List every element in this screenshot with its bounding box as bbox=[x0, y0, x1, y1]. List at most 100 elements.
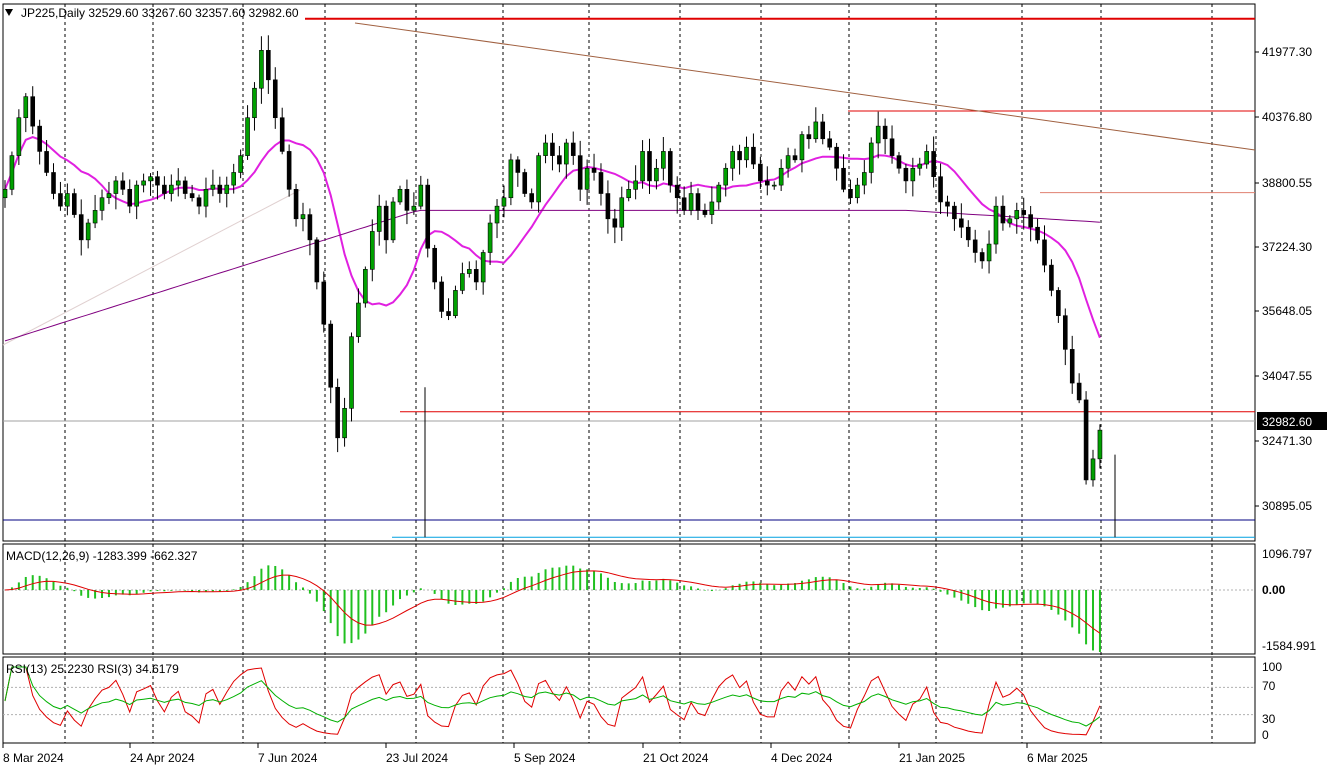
candle-body-74 bbox=[515, 159, 521, 173]
candle-body-36 bbox=[252, 87, 257, 119]
candle-body-85 bbox=[591, 167, 597, 173]
last-price-tag: 32982.60 bbox=[1257, 412, 1327, 430]
candle-body-23 bbox=[162, 184, 167, 194]
y-tick-label-6: 32471.30 bbox=[1262, 434, 1312, 448]
macd-label: MACD(12,26,9) -1283.399 -662.327 bbox=[6, 549, 198, 563]
rsi-label: RSI(13) 25.2230 RSI(3) 34.6179 bbox=[6, 662, 179, 676]
time-axis: 8 Mar 2024 24 Apr 2024 7 Jun 2024 23 Jul 20… bbox=[2, 743, 1088, 765]
y-tick-label-1: 40376.80 bbox=[1262, 110, 1312, 124]
faint-trendline bbox=[2, 189, 301, 346]
candle-body-15 bbox=[106, 193, 112, 199]
candle-body-139 bbox=[965, 226, 971, 241]
trendline bbox=[354, 22, 1256, 151]
candle-body-70 bbox=[487, 222, 493, 253]
price-axis: 41977.30 40376.80 38800.55 37224.30 35648.05… bbox=[1255, 45, 1316, 742]
candle-body-128 bbox=[889, 138, 895, 156]
candle-body-89 bbox=[619, 197, 625, 228]
candle-body-88 bbox=[612, 218, 618, 228]
vertical-grid bbox=[64, 4, 1213, 743]
candle-body-12 bbox=[85, 222, 91, 241]
rsi-tick-label-1: 70 bbox=[1262, 679, 1276, 693]
y-tick-label-4: 35648.05 bbox=[1262, 304, 1312, 318]
candle-body-28 bbox=[196, 197, 202, 207]
candle-body-144 bbox=[1000, 205, 1006, 224]
candle-body-113 bbox=[785, 155, 791, 169]
candle-body-117 bbox=[813, 121, 819, 140]
candle-body-119 bbox=[827, 138, 832, 148]
rsi-tick-label-2: 30 bbox=[1262, 712, 1276, 726]
candle-body-140 bbox=[972, 239, 978, 253]
candle-body-118 bbox=[820, 121, 826, 140]
candle-body-82 bbox=[570, 142, 576, 156]
candle-body-73 bbox=[508, 159, 514, 199]
collapse-triangle-icon[interactable] bbox=[5, 9, 13, 16]
macd-indicator bbox=[3, 565, 1255, 652]
candle-body-114 bbox=[792, 155, 798, 161]
candle-body-146 bbox=[1014, 210, 1020, 220]
candle-body-125 bbox=[868, 142, 874, 173]
candle-body-31 bbox=[217, 184, 223, 194]
candle-body-13 bbox=[92, 210, 98, 224]
last-price-value: 32982.60 bbox=[1262, 415, 1312, 429]
candle-body-111 bbox=[771, 184, 777, 187]
symbol-header: JP225,Daily 32529.60 33267.60 32357.60 3… bbox=[21, 6, 299, 20]
candle-body-104 bbox=[723, 167, 729, 186]
candle-body-93 bbox=[647, 151, 652, 182]
candle-body-10 bbox=[72, 193, 77, 215]
x-tick-label-0: 8 Mar 2024 bbox=[3, 751, 64, 765]
candle-body-133 bbox=[924, 151, 929, 165]
candle-body-102 bbox=[709, 201, 715, 215]
candle-body-38 bbox=[266, 50, 271, 81]
candle-body-103 bbox=[716, 184, 722, 203]
candle-body-52 bbox=[363, 269, 368, 304]
candle-body-124 bbox=[862, 172, 867, 186]
candle-body-132 bbox=[917, 163, 923, 169]
candle-body-45 bbox=[314, 239, 320, 283]
candle-body-120 bbox=[834, 146, 839, 169]
candle-body-27 bbox=[189, 193, 195, 199]
rsi-tick-label-0: 100 bbox=[1262, 660, 1282, 674]
x-tick-label-3: 23 Jul 2024 bbox=[386, 751, 448, 765]
candle-body-130 bbox=[903, 167, 909, 182]
candle-body-155 bbox=[1076, 382, 1082, 401]
candle-body-25 bbox=[175, 180, 181, 186]
candle-body-106 bbox=[737, 151, 742, 161]
candle-body-56 bbox=[390, 201, 396, 241]
pane-frame-0 bbox=[2, 3, 1256, 542]
candle-body-17 bbox=[120, 180, 126, 190]
candle-body-81 bbox=[564, 142, 569, 165]
candle-body-5 bbox=[37, 125, 42, 152]
header: JP225,Daily 32529.60 33267.60 32357.60 3… bbox=[5, 6, 299, 20]
candle-body-58 bbox=[404, 189, 410, 211]
y-tick-label-3: 37224.30 bbox=[1262, 240, 1312, 254]
rsi-indicator bbox=[3, 666, 1255, 736]
candle-body-121 bbox=[841, 167, 846, 190]
candle-body-90 bbox=[626, 189, 632, 199]
candles bbox=[2, 35, 1116, 538]
candle-body-72 bbox=[501, 197, 507, 207]
y-tick-label-7: 30895.05 bbox=[1262, 499, 1312, 513]
candle-body-14 bbox=[99, 197, 105, 211]
candle-body-134 bbox=[931, 151, 936, 177]
candle-body-11 bbox=[78, 214, 84, 241]
candle-body-96 bbox=[667, 151, 673, 186]
candle-body-75 bbox=[522, 172, 528, 194]
pane-frame-2 bbox=[2, 656, 1256, 744]
candle-body-109 bbox=[758, 163, 763, 182]
candle-body-49 bbox=[342, 408, 347, 439]
candle-body-41 bbox=[286, 151, 292, 190]
candle-body-153 bbox=[1062, 315, 1068, 350]
candle-body-112 bbox=[778, 167, 784, 186]
candle-body-95 bbox=[661, 151, 666, 169]
candle-body-0 bbox=[2, 189, 8, 199]
candle-body-152 bbox=[1056, 290, 1061, 316]
candle-body-91 bbox=[633, 180, 638, 190]
candle-body-24 bbox=[169, 184, 174, 194]
candle-body-63 bbox=[439, 281, 444, 312]
x-tick-label-8: 6 Mar 2025 bbox=[1027, 751, 1088, 765]
candle-body-67 bbox=[467, 269, 472, 274]
x-tick-label-4: 5 Sep 2024 bbox=[514, 751, 576, 765]
candle-body-57 bbox=[397, 189, 403, 203]
candle-body-105 bbox=[730, 151, 735, 169]
